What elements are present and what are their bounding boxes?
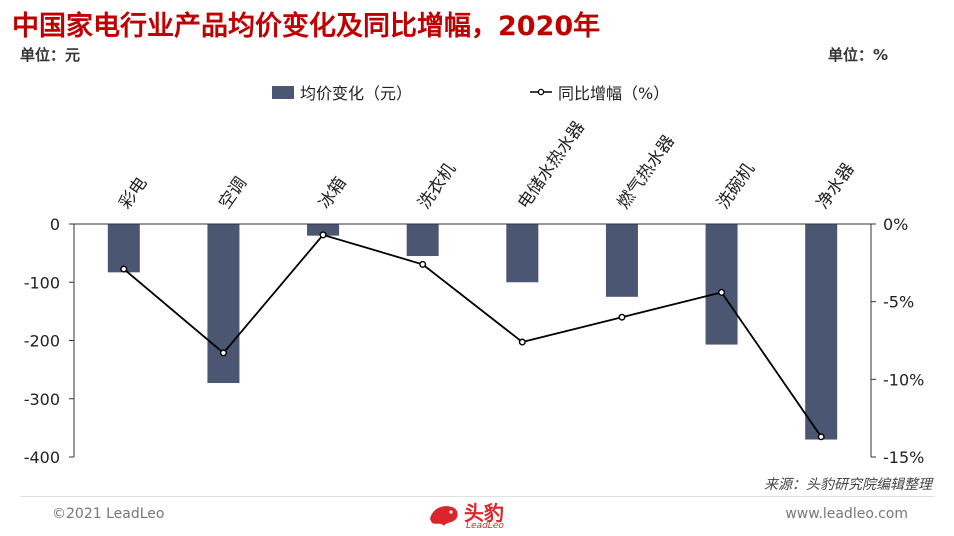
left-tick-label-2: -200: [24, 332, 60, 351]
left-unit-label: 单位：元: [20, 46, 81, 64]
chart-legend: 均价变化（元） 同比增幅（%）: [0, 80, 954, 104]
category-label-6: 洗碗机: [713, 160, 759, 213]
right-unit-label: 单位：%: [827, 46, 888, 64]
category-label-4: 电储水热水器: [514, 118, 589, 213]
bar-0: [107, 224, 140, 273]
right-tick-label-1: -5%: [883, 293, 914, 312]
bar-1: [207, 224, 240, 384]
leopard-icon: [430, 506, 458, 526]
bar-5: [605, 224, 638, 297]
legend-bar-label: 均价变化（元）: [300, 84, 413, 103]
category-label-7: 净水器: [813, 160, 859, 213]
category-label-3: 洗衣机: [414, 160, 460, 213]
logo-text: 头豹: [464, 501, 504, 525]
chart-plot: 0 -100 -200 -300 -400 0% -5% -10% -15% 彩电 空调 冰箱 洗衣机 电…: [24, 118, 925, 467]
right-tick-label-0: 0%: [883, 215, 908, 234]
bar-2: [307, 224, 340, 236]
category-label-1: 空调: [215, 174, 251, 213]
bar-7: [805, 224, 838, 440]
category-label-2: 冰箱: [315, 174, 351, 213]
right-tick-label-3: -15%: [883, 448, 924, 467]
right-tick-label-2: -10%: [883, 370, 924, 389]
left-tick-label-1: -100: [24, 273, 60, 292]
source-note: 来源：头豹研究院编辑整理: [764, 477, 932, 493]
footer-copyright: ©2021 LeadLeo: [52, 506, 165, 522]
line-point-4: [518, 338, 526, 346]
legend-item-line: 同比增幅（%）: [530, 80, 669, 104]
line-point-1: [219, 349, 227, 357]
left-tick-label-0: 0: [50, 215, 60, 234]
legend-bar-swatch: [272, 85, 294, 99]
bar-4: [506, 224, 539, 283]
line-point-2: [319, 231, 327, 239]
line-point-7: [817, 433, 825, 441]
legend-item-bar: 均价变化（元）: [272, 80, 412, 104]
line-point-3: [419, 260, 427, 268]
bar-6: [705, 224, 738, 345]
footer-divider: [20, 496, 934, 497]
left-tick-label-3: -300: [24, 390, 60, 409]
logo-subtext: LeadLeo: [466, 521, 504, 531]
legend-line-label: 同比增幅（%）: [558, 84, 670, 103]
legend-line-swatch: [530, 88, 552, 96]
line-point-0: [120, 265, 128, 273]
line-point-5: [618, 313, 626, 321]
category-label-5: 燃气热水器: [614, 132, 679, 213]
line-series-path: [123, 233, 822, 438]
footer-website[interactable]: www.leadleo.com: [785, 506, 908, 522]
bar-3: [406, 224, 439, 257]
leadleo-logo: 头豹 LeadLeo: [428, 497, 528, 533]
left-tick-label-4: -400: [24, 448, 60, 467]
category-label-0: 彩电: [116, 174, 152, 213]
line-point-6: [718, 288, 726, 296]
page-title: 中国家电行业产品均价变化及同比增幅，2020年: [12, 11, 601, 42]
